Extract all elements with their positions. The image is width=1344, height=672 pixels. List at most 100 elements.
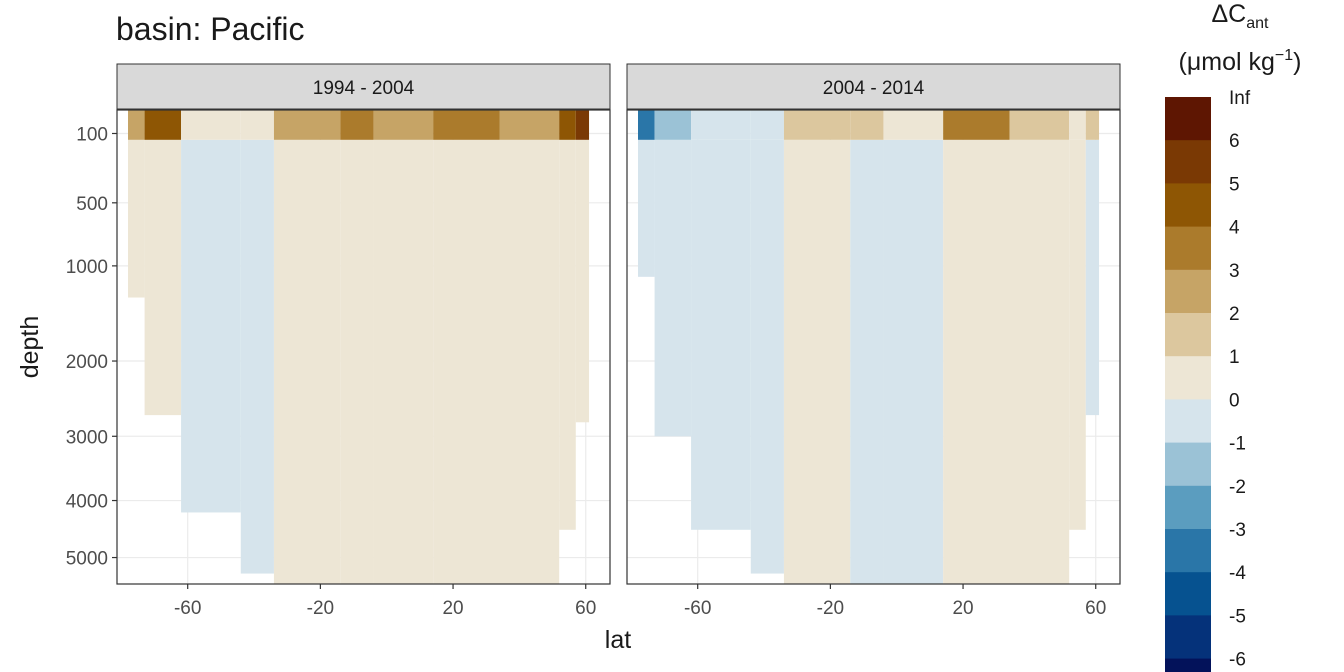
legend-key xyxy=(1165,399,1211,444)
contour-fill-deep xyxy=(1009,139,1070,584)
legend-label: Inf xyxy=(1229,88,1251,109)
panel-border xyxy=(116,109,611,585)
contour-fill-deep xyxy=(433,139,500,584)
x-tick-label: -60 xyxy=(174,598,201,619)
contour-fill-surface xyxy=(144,110,182,140)
facet-panel: 2004 - 2014 xyxy=(626,63,1121,585)
legend-title-main: ΔC xyxy=(1211,0,1246,28)
contour-fill-deep xyxy=(943,139,1010,584)
legend-key xyxy=(1165,485,1211,530)
legend-key xyxy=(1165,442,1211,487)
contour-fill-deep xyxy=(783,139,851,584)
legend-label: 4 xyxy=(1229,218,1240,239)
y-tick-label: 2000 xyxy=(66,352,108,373)
legend-key xyxy=(1165,615,1211,660)
contour-fill-surface xyxy=(181,110,241,140)
facet-strip xyxy=(116,63,611,110)
legend: ΔCant (μmol kg−1) Inf 6 5 4 3 2 1 0 -1 -2 -3 -4 -5 -6 xyxy=(1165,0,1301,672)
x-axes: -60 -20 20 60 -60 -20 20 60 xyxy=(174,584,1106,619)
facet-panel: 1994 - 2004 xyxy=(116,63,611,585)
legend-label: 0 xyxy=(1229,390,1240,411)
x-axis-title: lat xyxy=(605,626,631,654)
contour-fill-surface xyxy=(499,110,560,140)
facet-strip xyxy=(626,63,1121,110)
contour-fill-surface xyxy=(883,110,944,140)
contour-fill-deep xyxy=(144,139,182,416)
contour-fill-deep xyxy=(340,139,374,584)
x-tick-label: -20 xyxy=(307,598,334,619)
legend-key xyxy=(1165,356,1211,400)
legend-label: 6 xyxy=(1229,131,1240,152)
legend-key xyxy=(1165,97,1211,141)
contour-fill-surface xyxy=(373,110,434,140)
x-tick-label: 20 xyxy=(442,598,463,619)
contour-fill-surface xyxy=(1009,110,1070,140)
contour-fill-deep xyxy=(499,139,560,584)
y-axis-title: depth xyxy=(16,316,44,379)
contour-fill-deep xyxy=(575,139,590,423)
contour-fill-deep xyxy=(181,139,241,513)
legend-label: 2 xyxy=(1229,304,1240,325)
contour-fill-surface xyxy=(128,110,145,140)
contour-fill-surface xyxy=(575,110,590,140)
legend-title-superscript: −1 xyxy=(1275,47,1293,64)
facet-strip-label: 2004 - 2014 xyxy=(823,78,925,99)
x-tick-label: -60 xyxy=(684,598,711,619)
contour-fill-surface xyxy=(750,110,784,140)
y-tick-label: 500 xyxy=(76,194,108,215)
contour-fill-surface xyxy=(273,110,341,140)
legend-label: 3 xyxy=(1229,261,1240,282)
contour-fill-deep xyxy=(691,139,751,530)
contour-fill-deep xyxy=(750,139,784,574)
contour-fill-surface xyxy=(1069,110,1086,140)
legend-label: -5 xyxy=(1229,606,1246,627)
legend-key xyxy=(1165,140,1211,184)
contour-fill-surface xyxy=(240,110,274,140)
y-tick-label: 100 xyxy=(76,124,108,145)
facet-panels: 1994 - 2004 2004 - 2014 xyxy=(116,63,1121,585)
x-tick-label: 60 xyxy=(575,598,596,619)
contour-fill-deep xyxy=(373,139,434,584)
y-tick-label: 3000 xyxy=(66,427,108,448)
legend-label: -1 xyxy=(1229,434,1246,455)
contour-fill-deep xyxy=(1085,139,1100,416)
y-tick-label: 5000 xyxy=(66,549,108,570)
legend-label: -4 xyxy=(1229,563,1246,584)
legend-label: -2 xyxy=(1229,477,1246,498)
x-tick-label: 60 xyxy=(1085,598,1106,619)
panel-border xyxy=(626,109,1121,585)
y-tick-label: 4000 xyxy=(66,492,108,513)
contour-fill-deep xyxy=(240,139,274,574)
contour-fill-deep xyxy=(883,139,944,584)
contour-fill-surface xyxy=(654,110,692,140)
legend-title-subscript: ant xyxy=(1246,15,1269,32)
contour-fill-surface xyxy=(638,110,655,140)
legend-label: 5 xyxy=(1229,174,1240,195)
y-axis: 100 500 1000 2000 3000 4000 5000 xyxy=(66,124,117,570)
facet-strip-label: 1994 - 2004 xyxy=(313,78,415,99)
contour-fill-surface xyxy=(1085,110,1100,140)
contour-fill-surface xyxy=(340,110,374,140)
legend-key xyxy=(1165,313,1211,357)
contour-fill-surface xyxy=(433,110,500,140)
contour-fill-deep xyxy=(638,139,655,277)
contour-fill-deep xyxy=(128,139,145,298)
contour-fill-surface xyxy=(850,110,884,140)
legend-keys: Inf 6 5 4 3 2 1 0 -1 -2 -3 -4 -5 -6 xyxy=(1165,88,1251,672)
contour-fill-deep xyxy=(654,139,692,437)
contour-fill-deep xyxy=(559,139,576,530)
contour-fill-deep xyxy=(273,139,341,584)
x-tick-label: 20 xyxy=(952,598,973,619)
contour-fill-surface xyxy=(691,110,751,140)
legend-title-line1: ΔCant xyxy=(1211,0,1269,32)
contour-fill-deep xyxy=(850,139,884,584)
legend-key xyxy=(1165,183,1211,228)
legend-title-line2: (μmol kg−1) xyxy=(1179,47,1302,76)
legend-label: -3 xyxy=(1229,520,1246,541)
legend-label: 1 xyxy=(1229,347,1240,368)
contour-fill-surface xyxy=(943,110,1010,140)
plot-title: basin: Pacific xyxy=(116,11,305,47)
legend-key xyxy=(1165,226,1211,271)
x-tick-label: -20 xyxy=(817,598,844,619)
contour-fill-surface xyxy=(783,110,851,140)
